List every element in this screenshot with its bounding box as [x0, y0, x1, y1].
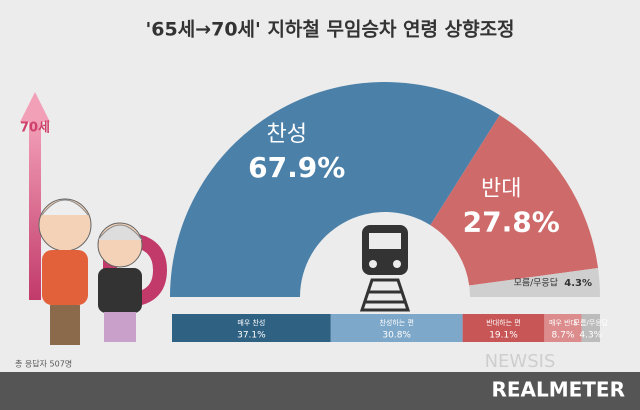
title: '65세→70세' 지하철 무임승차 연령 상향조정 [145, 19, 514, 41]
bar-value: 4.3% [579, 331, 602, 341]
pie-segment [469, 268, 600, 297]
bar-segment [544, 314, 582, 342]
arrow-label: 70세 [20, 121, 50, 136]
pie-segment [170, 81, 500, 297]
bar-label: 매우 반대 [549, 318, 577, 327]
bar-segment [330, 314, 463, 342]
arrow-head [20, 92, 50, 122]
bar-value: 37.1% [237, 331, 266, 341]
arrow-shaft [29, 120, 41, 300]
bar-label: 찬성하는 편 [379, 318, 413, 327]
bar-segment [581, 314, 600, 342]
note: 총 응답자 507명 [15, 359, 72, 369]
segment-value: 27.8% [463, 205, 560, 238]
bar-label: 모름/무응답 [574, 318, 609, 327]
bar-value: 8.7% [552, 331, 575, 341]
segment-value: 67.9% [248, 151, 345, 184]
bar-value: 19.1% [489, 331, 518, 341]
segment-label: 반대 [481, 176, 521, 201]
bar-value: 30.8% [382, 331, 411, 341]
bar-label: 반대하는 편 [486, 318, 520, 327]
pie-segment [430, 115, 599, 286]
segment-label: 모름/무응답 [514, 277, 558, 289]
segment-value: 4.3% [564, 278, 592, 289]
figures [38, 198, 143, 345]
bar-segment [462, 314, 545, 342]
train-icon [359, 225, 411, 312]
bar-label: 매우 찬성 [237, 318, 265, 327]
watermark: NEWSIS [485, 351, 556, 372]
segment-label: 찬성 [266, 122, 306, 147]
footer-strip [0, 372, 640, 410]
bar-segment [172, 314, 331, 342]
logo: REALMETER [491, 378, 625, 402]
